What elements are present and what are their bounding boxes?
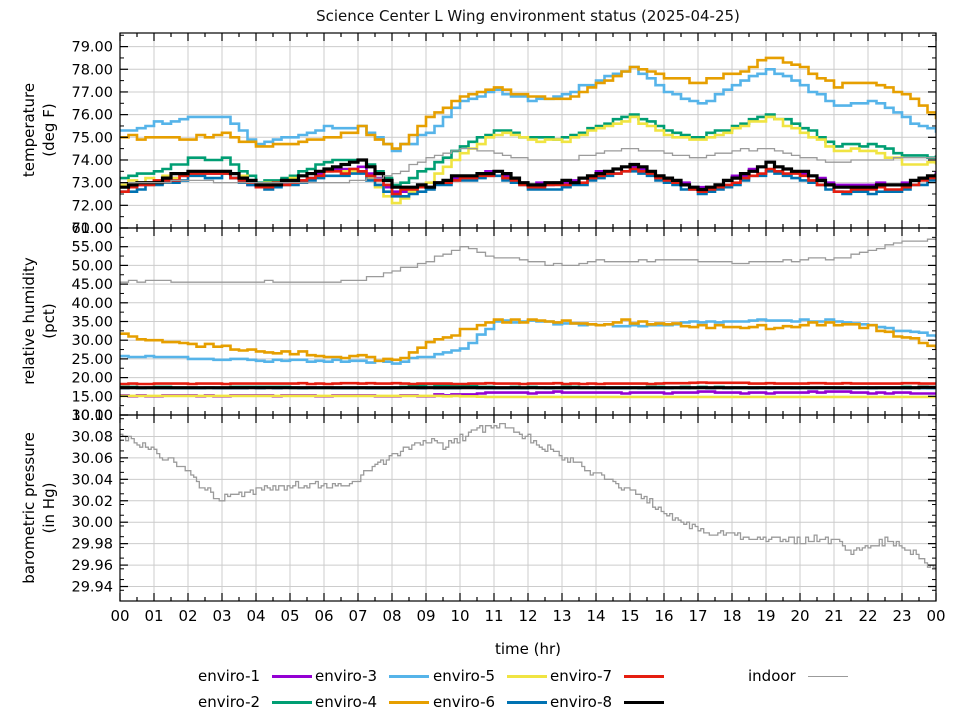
- x-tick-label: 13: [552, 607, 571, 625]
- y-tick-label: 74.00: [71, 153, 113, 169]
- y-tick-label: 72.00: [71, 198, 113, 214]
- x-tick-label: 06: [314, 607, 333, 625]
- x-tick-label: 02: [178, 607, 197, 625]
- x-tick-label: 09: [416, 607, 435, 625]
- x-tick-label: 03: [212, 607, 231, 625]
- y-tick-label: 29.98: [71, 537, 113, 553]
- y-tick-label: 60.00: [71, 221, 113, 237]
- y-tick-label: 73.00: [71, 176, 113, 192]
- y-tick-label: 20.00: [71, 371, 113, 387]
- x-tick-label: 17: [688, 607, 707, 625]
- y-tick-label: 30.10: [71, 408, 113, 424]
- series-enviro-7: [120, 381, 936, 386]
- x-tick-label: 12: [518, 607, 537, 625]
- series-group: [120, 238, 936, 399]
- x-tick-label: 00: [110, 607, 129, 625]
- series-group: [120, 422, 936, 572]
- x-tick-label: 11: [484, 607, 503, 625]
- y-axis-title-line: barometric pressure: [20, 432, 38, 584]
- y-tick-label: 50.00: [71, 258, 113, 274]
- x-tick-label: 23: [892, 607, 911, 625]
- series-enviro-5: [120, 394, 936, 399]
- y-axis-title-pressure: barometric pressure (in Hg): [19, 408, 61, 608]
- y-tick-label: 79.00: [71, 40, 113, 56]
- panel-barometric-pressure: 29.94 29.96 29.98 30.00 30.02 30.04 30.06 30.08…: [71, 408, 937, 602]
- y-axis-title-line: relative humidity: [20, 257, 38, 385]
- series-indoor: [120, 238, 936, 283]
- x-tick-label: 05: [280, 607, 299, 625]
- panel-temperature: 71.00 72.00 73.00 74.00 75.00 76.00 77.00 78.00…: [71, 32, 937, 237]
- y-tick-label: 30.08: [71, 429, 113, 445]
- x-tick-label: 19: [756, 607, 775, 625]
- y-tick-label: 10.00: [71, 408, 113, 424]
- y-tick-label: 45.00: [71, 277, 113, 293]
- y-tick-label: 35.00: [71, 315, 113, 331]
- y-tick-label: 29.94: [71, 580, 113, 596]
- x-tick-label: 22: [858, 607, 877, 625]
- y-tick-label: 25.00: [71, 352, 113, 368]
- y-tick-label: 30.00: [71, 333, 113, 349]
- y-tick-label: 78.00: [71, 62, 113, 78]
- y-tick-label: 30.04: [71, 472, 113, 488]
- y-axis-title-line: (pct): [40, 303, 58, 339]
- y-tick-label: 77.00: [71, 85, 113, 101]
- series-indoor: [120, 147, 936, 184]
- y-tick-label: 30.00: [71, 515, 113, 531]
- y-tick-label: 29.96: [71, 558, 113, 574]
- x-tick-label: 01: [144, 607, 163, 625]
- y-axis-title-temperature: temperature (deg F): [19, 30, 61, 230]
- x-tick-label: 21: [824, 607, 843, 625]
- y-axis-title-line: temperature: [20, 82, 38, 178]
- y-axis-title-line: (deg F): [40, 103, 58, 157]
- y-tick-label: 55.00: [71, 240, 113, 256]
- x-tick-label: 00: [926, 607, 945, 625]
- series-enviro-4: [120, 56, 936, 150]
- series-indoor: [120, 422, 936, 572]
- y-tick-label: 15.00: [71, 389, 113, 405]
- x-tick-label: 08: [382, 607, 401, 625]
- y-tick-label: 30.06: [71, 451, 113, 467]
- y-tick-label: 30.02: [71, 494, 113, 510]
- x-tick-label: 10: [450, 607, 469, 625]
- series-enviro-8: [120, 158, 936, 192]
- y-tick-label: 40.00: [71, 296, 113, 312]
- x-tick-label: 18: [722, 607, 741, 625]
- x-tick-label: 20: [790, 607, 809, 625]
- series-enviro-4: [120, 318, 936, 363]
- y-axis-title-line: (in Hg): [40, 482, 58, 534]
- x-tick-label: 14: [586, 607, 605, 625]
- x-tick-label: 15: [620, 607, 639, 625]
- y-tick-label: 75.00: [71, 130, 113, 146]
- x-tick-label: 04: [246, 607, 265, 625]
- y-axis-title-humidity: relative humidity (pct): [19, 221, 61, 421]
- x-tick-label: 16: [654, 607, 673, 625]
- y-tick-label: 71.00: [71, 221, 113, 237]
- chart-title: Science Center L Wing environment status…: [316, 7, 740, 25]
- series-group: [120, 56, 936, 205]
- x-tick-label: 07: [348, 607, 367, 625]
- panel-relative-humidity: 10.00 15.00 20.00 25.00 30.00 35.00 40.00 45.00…: [71, 221, 937, 424]
- y-tick-label: 76.00: [71, 108, 113, 124]
- x-axis-title: time (hr): [494, 640, 562, 658]
